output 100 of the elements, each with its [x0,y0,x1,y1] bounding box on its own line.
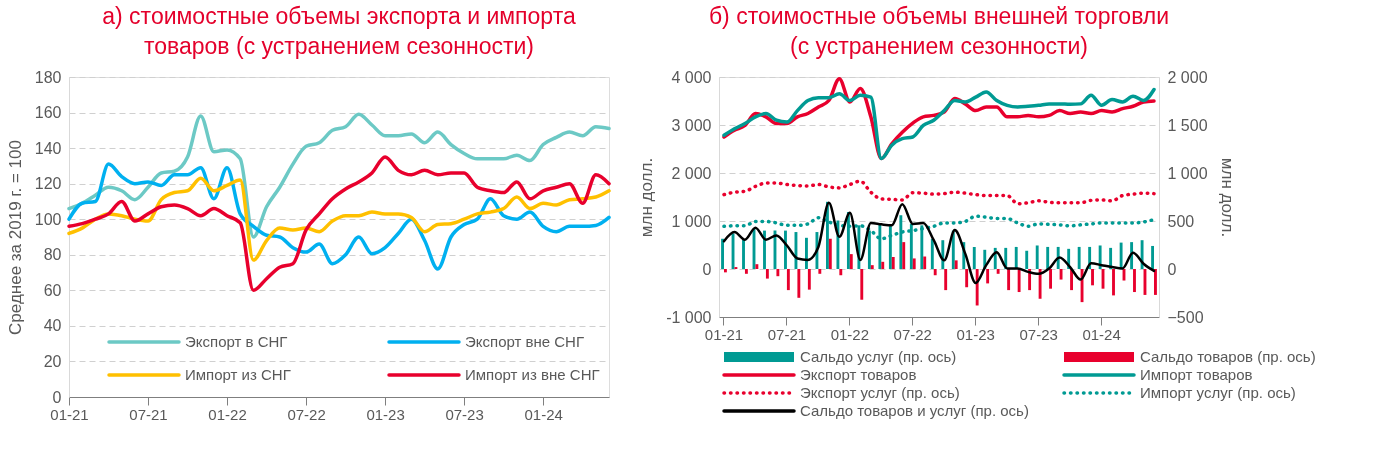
y-axis-title: млн долл. [637,157,657,238]
legend-label: Импорт из вне СНГ [465,366,600,383]
bar [1014,246,1018,269]
bar [975,269,979,306]
line-series [722,201,1156,285]
bar [930,238,934,269]
bar [870,265,874,269]
legend-label: Сальдо товаров и услуг (пр. ось) [800,402,1029,419]
bar [742,239,745,269]
legend-label: Сальдо услуг (пр. ось) [800,348,957,365]
y-tick-label: 4 000 [671,68,712,86]
bar [744,269,748,274]
y2-tick-label: 1 000 [1167,164,1208,182]
y-axis-title: Среднее за 2019 г. = 100 [5,140,25,335]
bar [1059,269,1063,280]
x-tick-label: 07-21 [129,405,168,423]
y-tick-label: 20 [43,352,62,370]
bar [881,261,885,269]
y-tick-label: 0 [702,260,712,278]
legend-label: Экспорт товаров [800,366,917,383]
bar [807,269,811,290]
y-tick-label: 0 [52,388,62,406]
bar [1049,269,1053,289]
y2-tick-label: 2 000 [1167,68,1208,86]
chart-title: а) стоимостные объемы экспорта и импорта товаров (с устранением сезонности) [102,3,576,59]
y-tick-label: 1 000 [671,212,712,230]
bar [965,269,969,288]
x-tick-label: 01-22 [208,405,247,423]
y-tick-label: 160 [34,104,62,122]
bar [902,242,906,269]
bar [986,269,990,284]
x-tick-label: 01-21 [704,325,744,343]
y-tick-label: 40 [43,317,62,335]
bar [776,269,780,277]
bar [912,258,916,269]
bar [805,237,808,269]
x-tick-label: 07-22 [287,405,326,423]
y-tick-label: 100 [34,210,62,228]
chart-title: б) стоимостные объемы внешней торговли (с устранением сезонности) [708,3,1170,59]
bar [828,238,832,269]
line-series [67,155,611,293]
legend-label: Экспорт в СНГ [185,333,288,350]
bar [1035,245,1039,269]
bar [797,269,801,298]
bar [860,269,864,300]
bar [1077,246,1081,269]
legend-label: Экспорт вне СНГ [465,333,585,350]
bar [944,269,948,291]
bar [1017,269,1021,293]
y-tick-label: 3 000 [671,116,712,134]
bar [933,269,937,276]
y-tick-label: -1 000 [666,308,712,326]
x-tick-label: 01-23 [366,405,405,423]
line-series [67,162,611,271]
y2-tick-label: 1 500 [1167,116,1208,134]
bar [1133,269,1136,293]
y-tick-label: 80 [43,246,62,264]
bar [1119,242,1123,269]
bar [1091,269,1094,286]
bar [923,256,927,269]
bar [1151,245,1155,269]
y-tick-label: 140 [34,139,62,157]
bar [839,269,843,276]
x-tick-label: 07-23 [1019,325,1058,343]
line-series [722,179,1156,206]
bar [1098,245,1102,269]
y-tick-label: 120 [34,175,62,193]
bar [818,269,822,274]
x-tick-label: 07-22 [893,325,932,343]
legend-label: Экспорт услуг (пр. ось) [800,384,960,401]
x-tick-label: 07-23 [445,405,484,423]
line-series [67,112,611,239]
bar [1154,269,1157,295]
legend-label: Импорт услуг (пр. ось) [1140,384,1296,401]
bar [1025,250,1029,269]
y-tick-label: 180 [34,68,62,86]
bar [891,257,895,269]
y-tick-label: 60 [43,281,62,299]
bar [765,269,769,279]
bar [996,269,1000,274]
y2-tick-label: −500 [1167,308,1204,326]
legend-label: Сальдо товаров (пр. ось) [1140,348,1316,365]
y2-tick-label: 0 [1167,260,1177,278]
bar [954,260,958,269]
x-tick-label: 01-21 [50,405,89,423]
x-tick-label: 07-21 [767,325,807,343]
y-tick-label: 2 000 [671,164,712,182]
legend-label: Импорт из СНГ [185,366,291,383]
y2-axis-title: млн долл. [1217,157,1237,238]
bar [1046,246,1050,269]
bar [1112,269,1115,296]
bar [723,269,727,273]
bar [786,269,790,291]
bar [721,238,724,269]
bar [972,246,976,269]
x-tick-label: 01-23 [956,325,995,343]
bar [1038,269,1042,299]
x-tick-label: 01-24 [524,405,563,423]
line-series [67,176,611,262]
x-tick-label: 01-24 [1082,325,1121,343]
